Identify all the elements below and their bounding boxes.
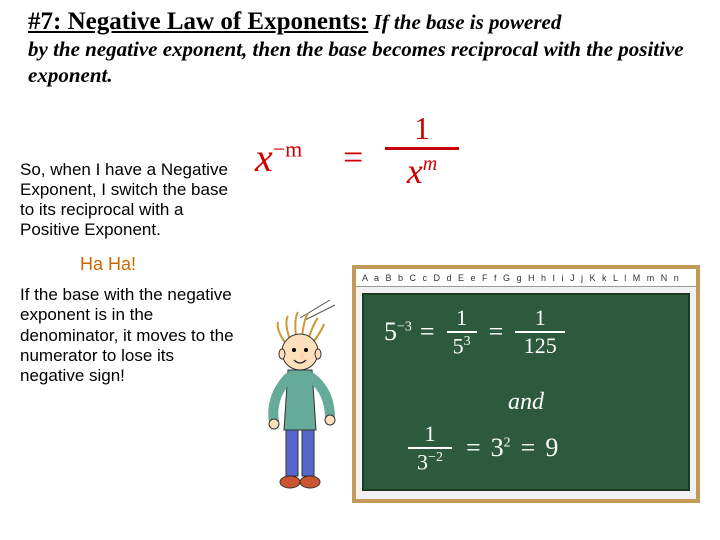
r2-eq2: =: [521, 433, 536, 463]
eq-den-exp: m: [423, 153, 437, 175]
para-1: So, when I have a Negative Exponent, I s…: [20, 160, 235, 240]
r2-f1-num: 1: [425, 423, 436, 445]
r1-frac1: 1 53: [447, 307, 477, 357]
heading-rest-line2: by the negative exponent, then the base …: [0, 36, 720, 89]
board-row-1: 5−3 = 1 53 = 1 125: [384, 307, 678, 357]
r1-f1-num: 1: [456, 307, 467, 329]
r2-rhs: 9: [545, 433, 558, 463]
r1-f2-den: 125: [524, 335, 557, 357]
r1-eq2: =: [489, 317, 504, 347]
eq-numerator: 1: [385, 112, 459, 144]
board-row-2: 1 3−2 = 32 = 9: [404, 423, 678, 473]
r1-f1-den-exp: 3: [464, 334, 471, 349]
eq-equals: =: [343, 136, 363, 178]
r2-f1-den-base: 3: [417, 449, 428, 474]
eq-fraction: 1 xm: [385, 112, 459, 189]
r2-mid-exp: 2: [504, 436, 511, 451]
left-column: So, when I have a Negative Exponent, I s…: [20, 160, 235, 386]
heading-title: #7: Negative Law of Exponents:: [28, 8, 368, 35]
kid-cartoon: [250, 300, 350, 500]
r2-f1-den-exp: −2: [428, 450, 443, 465]
para-2: If the base with the negative exponent i…: [20, 285, 235, 385]
r1-f2-num: 1: [535, 307, 546, 329]
heading-rest-inline: If the base is powered: [368, 10, 561, 34]
r1-lhs: 5−3: [384, 317, 412, 347]
r2-frac1: 1 3−2: [408, 423, 452, 473]
main-equation: x−m = 1 xm: [255, 112, 465, 202]
r1-frac2: 1 125: [515, 307, 565, 357]
r2-mid: 32: [491, 433, 511, 463]
fraction-bar: [408, 447, 452, 449]
alphabet-strip: A a B b C c D d E e F f G g H h I i J j …: [356, 269, 696, 287]
eq-lhs-exp: −m: [273, 137, 303, 162]
board-and: and: [364, 389, 688, 416]
eq-den-base: x: [407, 151, 423, 191]
blackboard-frame: A a B b C c D d E e F f G g H h I i J j …: [352, 265, 700, 503]
r2-f1-den: 3−2: [417, 451, 443, 473]
eq-lhs-base: x: [255, 135, 273, 180]
eq-lhs: x−m: [255, 134, 302, 181]
r1-lhs-exp: −3: [397, 320, 412, 335]
heading: #7: Negative Law of Exponents: If the ba…: [0, 0, 720, 36]
r1-f1-den-base: 5: [453, 333, 464, 358]
blackboard: 5−3 = 1 53 = 1 125 and 1 3−2 = 32: [362, 293, 690, 491]
haha-text: Ha Ha!: [80, 254, 235, 275]
eq-denominator: xm: [385, 153, 459, 189]
r2-mid-base: 3: [491, 433, 504, 462]
r1-eq1: =: [420, 317, 435, 347]
r2-eq1: =: [466, 433, 481, 463]
eq-bar: [385, 147, 459, 150]
r1-lhs-base: 5: [384, 317, 397, 346]
r1-f1-den: 53: [453, 335, 471, 357]
